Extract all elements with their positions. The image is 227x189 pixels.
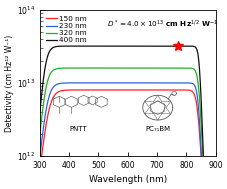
230 nm [119,82,121,84]
150 nm [123,89,126,91]
400 nm [140,45,143,47]
230 nm [148,82,151,84]
230 nm [38,157,41,159]
400 nm [176,45,179,47]
400 nm [47,52,50,54]
400 nm [38,112,41,115]
320 nm [176,67,179,69]
400 nm [119,45,121,47]
320 nm [38,134,41,136]
230 nm [47,97,50,99]
320 nm [144,67,147,69]
320 nm [47,76,50,79]
230 nm [176,82,179,84]
320 nm [123,67,126,69]
Legend: 150 nm, 230 nm, 320 nm, 400 nm: 150 nm, 230 nm, 320 nm, 400 nm [45,15,87,44]
150 nm [145,89,148,91]
Y-axis label: Detectivity (cm Hz¹² W⁻¹): Detectivity (cm Hz¹² W⁻¹) [5,34,14,132]
150 nm [119,89,121,91]
Line: 400 nm: 400 nm [39,46,215,189]
Text: PNTT: PNTT [69,126,87,132]
Text: PC₇₁BM: PC₇₁BM [145,126,170,132]
Text: $D^* = 4.0\times10^{13}$ cm Hz$^{1/2}$ W$^{-1}$: $D^* = 4.0\times10^{13}$ cm Hz$^{1/2}$ W… [106,19,217,30]
Line: 150 nm: 150 nm [39,90,215,189]
X-axis label: Wavelength (nm): Wavelength (nm) [88,175,166,184]
150 nm [38,170,41,173]
320 nm [119,67,121,69]
Line: 230 nm: 230 nm [39,83,215,189]
Line: 320 nm: 320 nm [39,68,215,189]
150 nm [176,89,179,91]
150 nm [47,110,50,112]
230 nm [123,82,126,84]
400 nm [123,45,126,47]
